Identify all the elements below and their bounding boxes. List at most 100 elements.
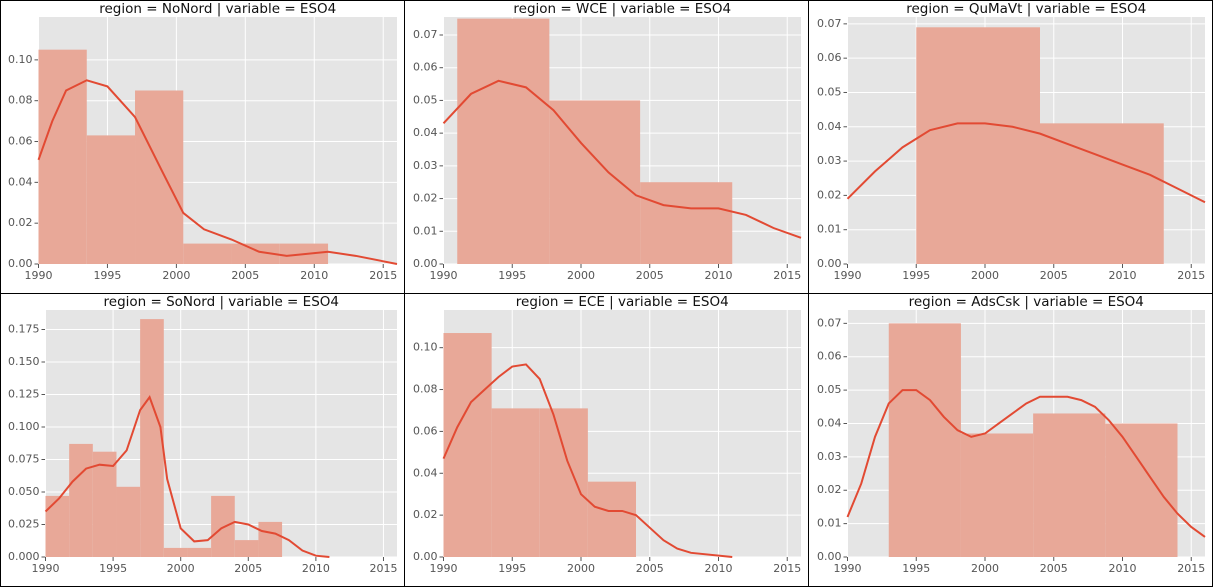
bar (443, 333, 492, 557)
y-tick-label: 0.06 (817, 350, 842, 363)
kde-line (37, 79, 398, 265)
y-tick-label: 0.06 (413, 61, 438, 74)
kde-line (44, 394, 330, 558)
x-tick-label: 2010 (302, 562, 330, 575)
bar (116, 486, 141, 557)
y-tick-label: 0.100 (8, 420, 40, 433)
y-tick-label: 0.04 (817, 120, 842, 133)
bar (916, 27, 1040, 264)
y-tick-label: 0.02 (413, 508, 438, 521)
x-tick-label: 2010 (1109, 269, 1137, 282)
subplot: 0.00 0.01 0.02 0.03 0.04 0.05 0.06 0.07 1990 1995… (413, 1, 802, 282)
bar (86, 135, 136, 264)
x-tick-label: 2005 (231, 269, 259, 282)
y-tick-label: 0.01 (817, 223, 842, 236)
bar (183, 243, 232, 264)
kde-line (846, 389, 1206, 538)
y-tick-label: 0.00 (8, 257, 33, 270)
bar (491, 408, 540, 557)
y-tick-label: 0.02 (8, 216, 33, 229)
y-tick-label: 0.02 (817, 188, 842, 201)
bar (1105, 423, 1178, 557)
x-tick-label: 1995 (498, 562, 526, 575)
bar (960, 433, 1034, 557)
y-tick-label: 0.00 (817, 550, 842, 563)
x-tick-label: 2010 (705, 562, 733, 575)
x-tick-label: 2005 (1040, 562, 1068, 575)
y-tick-label: 0.04 (413, 466, 438, 479)
bar (38, 49, 87, 264)
y-tick-label: 0.06 (817, 51, 842, 64)
x-tick-label: 2010 (705, 269, 733, 282)
y-tick-label: 0.03 (817, 154, 842, 167)
y-tick-label: 0.08 (8, 94, 33, 107)
bar (92, 451, 117, 557)
y-tick-label: 0.00 (817, 257, 842, 270)
y-tick-label: 0.125 (8, 388, 40, 401)
bar (135, 90, 184, 264)
subplot-title: region = AdsCsk | variable = ESO4 (909, 294, 1144, 310)
x-tick-label: 2005 (636, 562, 664, 575)
subplot: 0.00 0.02 0.04 0.06 0.08 0.10 1990 1995 2000 2005… (8, 1, 397, 282)
subplot-title: region = SoNord | variable = ESO4 (104, 294, 339, 310)
x-tick-label: 1995 (99, 562, 127, 575)
x-tick-label: 2000 (162, 269, 190, 282)
y-tick-label: 0.175 (8, 323, 40, 336)
y-tick-label: 0.00 (413, 550, 438, 563)
bar (1040, 123, 1164, 264)
bar (888, 323, 961, 557)
y-tick-label: 0.04 (413, 126, 438, 139)
y-tick-label: 0.05 (817, 85, 842, 98)
y-tick-label: 0.050 (8, 485, 40, 498)
bar (140, 319, 164, 557)
x-tick-label: 2015 (369, 562, 397, 575)
y-tick-label: 0.000 (8, 550, 40, 563)
y-tick-label: 0.06 (8, 135, 33, 148)
y-tick-label: 0.01 (413, 224, 438, 237)
y-tick-label: 0.08 (413, 383, 438, 396)
y-tick-label: 0.06 (413, 424, 438, 437)
x-tick-label: 1990 (430, 269, 458, 282)
x-tick-label: 2015 (773, 562, 801, 575)
subplot-title: region = QuMaVt | variable = ESO4 (906, 1, 1146, 17)
y-tick-label: 0.00 (413, 257, 438, 270)
y-tick-label: 0.07 (817, 316, 842, 329)
kde-line (442, 363, 733, 558)
y-tick-label: 0.01 (817, 517, 842, 530)
x-tick-label: 2000 (971, 269, 999, 282)
x-tick-label: 2015 (1177, 562, 1205, 575)
x-tick-label: 2005 (1040, 269, 1068, 282)
x-tick-label: 1995 (902, 562, 930, 575)
x-tick-label: 2010 (1109, 562, 1137, 575)
bar (231, 243, 280, 264)
kde-line (846, 122, 1206, 204)
y-tick-label: 0.025 (8, 518, 40, 531)
subplot: 0.00 0.01 0.02 0.03 0.04 0.05 0.06 0.07 1990 1995… (817, 294, 1206, 575)
x-tick-label: 2000 (971, 562, 999, 575)
bar (258, 521, 283, 557)
subplot-title: region = NoNord | variable = ESO4 (99, 1, 336, 17)
x-tick-label: 2000 (167, 562, 195, 575)
x-tick-label: 2010 (300, 269, 328, 282)
y-tick-label: 0.02 (817, 483, 842, 496)
y-tick-label: 0.05 (817, 383, 842, 396)
x-tick-label: 1990 (32, 562, 60, 575)
x-tick-label: 1995 (902, 269, 930, 282)
x-tick-label: 1990 (430, 562, 458, 575)
y-tick-label: 0.150 (8, 355, 40, 368)
kde-line (442, 79, 802, 239)
y-tick-label: 0.10 (8, 53, 33, 66)
bar (1033, 413, 1106, 557)
y-tick-label: 0.07 (413, 28, 438, 41)
subplot-title: region = ECE | variable = ESO4 (516, 294, 729, 310)
x-tick-label: 2015 (1177, 269, 1205, 282)
x-tick-label: 1990 (834, 269, 862, 282)
x-tick-label: 2005 (636, 269, 664, 282)
x-tick-label: 1995 (93, 269, 121, 282)
subplot: 0.00 0.01 0.02 0.03 0.04 0.05 0.06 0.07 1990 1995… (817, 1, 1206, 282)
bar (234, 540, 259, 557)
bar (457, 18, 550, 265)
subplot: 0.000 0.025 0.050 0.075 0.100 0.125 0.150 0.175… (8, 294, 397, 575)
